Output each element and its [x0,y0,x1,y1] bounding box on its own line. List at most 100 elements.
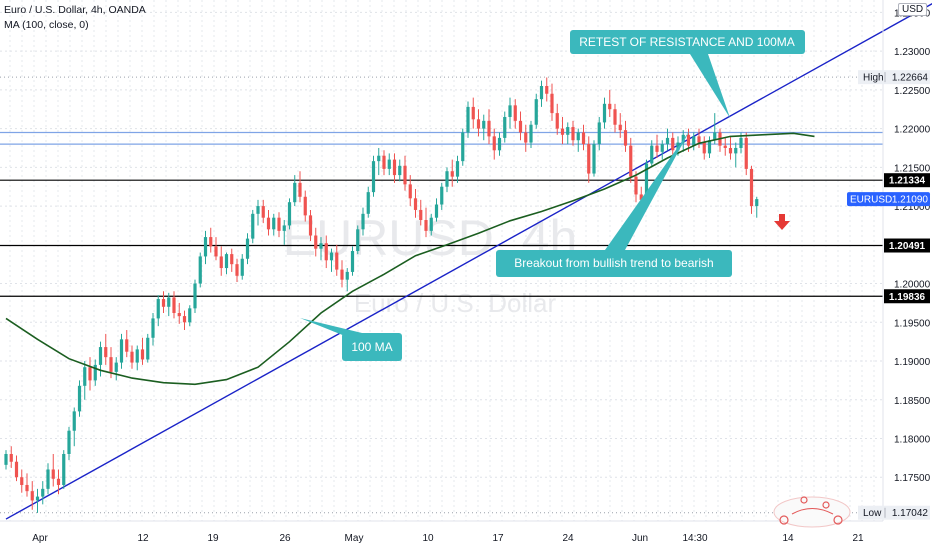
currency-badge[interactable]: USD [898,3,928,16]
candle [592,140,596,177]
candle [671,132,675,156]
candle-body [156,299,160,319]
candle [156,295,160,327]
candle-body [440,186,444,205]
candle [287,198,292,230]
price-tag: 1.19836 [884,289,930,304]
candle [419,199,423,226]
candle-body [581,132,586,145]
candle [377,147,381,176]
candle-body [4,453,8,465]
candle [93,359,97,386]
candle-body [293,182,297,203]
candle [350,246,355,276]
candle-body [665,137,670,145]
candle [755,196,759,218]
candle [576,128,580,152]
candle-body [308,215,313,236]
candle [518,111,523,141]
time-tick-label: 14:30 [682,533,707,544]
candle-body [518,120,523,133]
candle [140,337,145,365]
candle [335,244,339,276]
candle-body [303,196,307,216]
candle [56,469,61,495]
candle-body [245,238,250,259]
candle-body [571,127,575,141]
candle [209,227,213,253]
candle-body [723,145,727,148]
candle-body [749,168,754,207]
price-tag-box [858,70,930,85]
candle [146,333,150,363]
candle-body [329,252,334,261]
candle-body [109,357,113,372]
candle [177,302,181,324]
candle [219,246,223,276]
candle [235,258,239,282]
candle-body [487,120,491,137]
candle-body [140,349,145,360]
candle [329,248,334,272]
candle-body [539,85,544,100]
candle-body [413,198,418,210]
candle [130,345,134,369]
candle-body [398,165,402,176]
candle-body [135,349,139,363]
chart-legend: Euro / U.S. Dollar, 4h, OANDA MA (100, c… [4,3,146,33]
level-layer [0,76,883,514]
candle [734,142,738,168]
candle-body [382,155,386,169]
time-tick-label: 24 [562,533,574,544]
ma-legend[interactable]: MA (100, close, 0) [4,19,89,31]
callout-layer[interactable]: RETEST OF RESISTANCE AND 100MA Breakout f… [300,30,805,361]
candle-body [119,339,124,363]
candle-body [35,496,40,501]
candle-body [146,337,150,360]
callout-2: Breakout from bullish trend to bearish [496,130,732,277]
candle [25,473,29,497]
candle-body [534,99,538,125]
candle [67,426,71,461]
candle [256,199,260,226]
time-tick-label: 10 [422,533,434,544]
candle-body [67,430,71,454]
candle [587,136,591,183]
candle-body [597,122,601,145]
candle-body [728,147,733,154]
symbol-title[interactable]: Euro / U.S. Dollar, 4h, OANDA [4,4,146,16]
candle-body [361,213,365,230]
candle [707,136,712,159]
time-tick-label: 14 [782,533,794,544]
callout-1: RETEST OF RESISTANCE AND 100MA [570,30,805,118]
price-tag-value: 1.21090 [892,195,929,206]
tag-layer: High 1.22664 1.21334 EURUSD 1.21090 1.20491 1.… [847,70,930,520]
candle [629,137,633,183]
candle-layer[interactable] [4,77,759,513]
callout-text: Breakout from bullish trend to bearish [514,256,713,270]
candle-body [655,145,659,152]
candle-body [203,237,208,257]
candle [88,357,92,391]
candle [72,407,76,447]
candle [119,333,124,369]
bearish-arrow-icon [774,214,790,230]
candle [224,252,229,275]
candle [434,198,439,222]
candle-body [702,142,706,154]
candle-body [161,299,166,307]
candle [356,225,360,255]
candle [398,159,402,182]
candle [14,455,19,482]
candle-body [20,477,24,485]
price-tick-label: 1.19000 [894,357,931,368]
candle [303,190,307,222]
candle-body [482,120,486,129]
price-tag-box [884,173,930,188]
callout-text: 100 MA [351,340,392,354]
candle [41,481,45,505]
candle [550,83,554,121]
candle-body [466,106,470,133]
candle [182,310,187,331]
candle [319,237,323,261]
